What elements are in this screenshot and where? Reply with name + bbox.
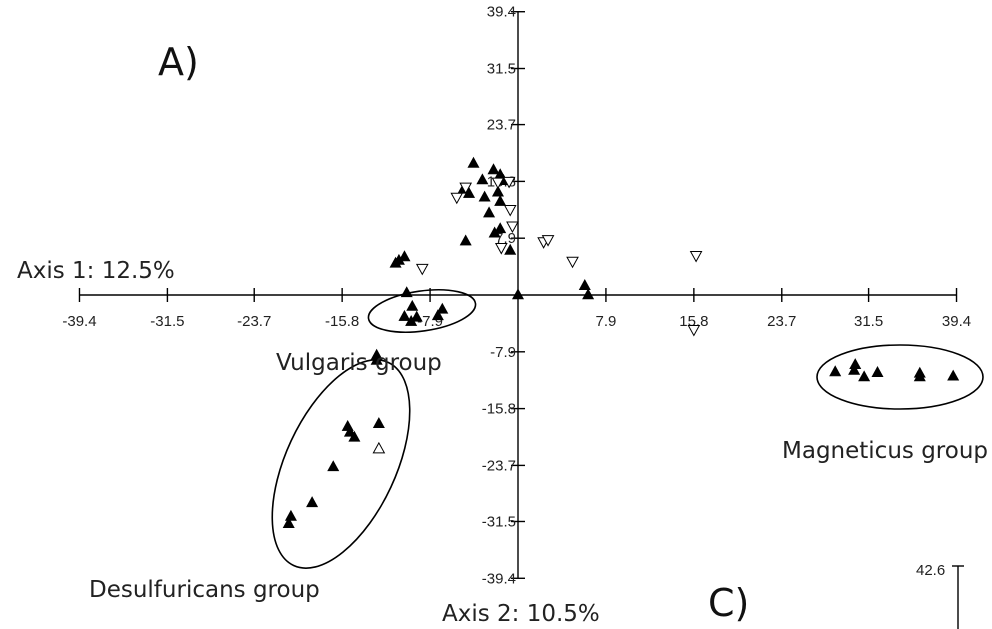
point-filled-triangle	[494, 194, 507, 206]
y-tick-label: 39.4	[487, 4, 516, 21]
point-open-triangle-down	[566, 256, 579, 269]
panel-label-c: C)	[708, 581, 749, 625]
data-points	[282, 156, 960, 528]
y-tick-label: 31.5	[487, 61, 516, 78]
group-label-vulgaris: Vulgaris group	[276, 350, 442, 376]
point-filled-triangle	[389, 256, 402, 268]
y-tick-label: -7.9	[490, 344, 516, 361]
point-filled-triangle	[431, 309, 444, 321]
y-tick-label: -23.7	[482, 457, 516, 474]
point-filled-triangle	[348, 430, 361, 442]
partial-panel-c-axis: 42.6	[916, 562, 964, 629]
point-filled-triangle	[858, 370, 871, 382]
x-tick-label: -31.5	[150, 313, 184, 330]
point-filled-triangle	[370, 353, 383, 365]
point-filled-triangle	[582, 288, 595, 300]
point-filled-triangle	[282, 517, 295, 528]
point-open-triangle-down	[415, 263, 429, 276]
point-filled-triangle	[487, 163, 500, 175]
y-axis-label: Axis 2: 10.5%	[442, 601, 600, 627]
group-label-desulfuricans: Desulfuricans group	[89, 577, 320, 603]
point-filled-triangle	[871, 366, 884, 377]
point-open-triangle-down	[494, 243, 508, 255]
point-open-triangle-down	[541, 235, 555, 247]
point-filled-triangle	[848, 363, 861, 375]
point-filled-triangle	[284, 509, 297, 521]
point-open-triangle-down	[459, 182, 473, 195]
point-filled-triangle	[405, 314, 418, 326]
y-tick-label: -31.5	[482, 513, 516, 530]
x-tick-label: 15.8	[679, 313, 708, 330]
x-tick-label: -15.8	[325, 313, 359, 330]
point-filled-triangle	[436, 302, 449, 314]
y-tick-label: -15.8	[482, 401, 516, 418]
panel-label-a: A)	[158, 40, 199, 84]
x-tick-label: 23.7	[767, 313, 796, 330]
point-open-triangle-down	[687, 325, 701, 337]
x-axis-label: Axis 1: 12.5%	[17, 258, 175, 284]
point-filled-triangle	[410, 310, 423, 322]
x-tick-label: -23.7	[237, 313, 271, 330]
point-open-triangle-down	[491, 177, 505, 190]
point-filled-triangle	[504, 243, 517, 255]
point-open-triangle-down	[502, 176, 516, 189]
point-filled-triangle	[372, 417, 385, 429]
x-tick-label: -39.4	[62, 313, 96, 330]
y-tick-label: -39.4	[482, 570, 516, 587]
point-filled-triangle	[511, 288, 525, 300]
point-filled-triangle	[398, 250, 411, 262]
point-filled-triangle	[913, 370, 926, 382]
point-filled-triangle	[327, 460, 340, 472]
panel-c-tick-label: 42.6	[916, 562, 945, 579]
point-open-triangle-up	[372, 441, 386, 454]
x-tick-label: 39.4	[942, 313, 971, 330]
x-tick-label: 7.9	[595, 313, 616, 330]
y-tick-label: 7.9	[495, 230, 516, 247]
desulfuricans-group-ellipse	[271, 359, 411, 569]
point-filled-triangle	[467, 156, 480, 168]
point-filled-triangle	[343, 425, 356, 437]
point-filled-triangle	[578, 279, 591, 290]
point-filled-triangle	[406, 299, 419, 311]
point-filled-triangle	[483, 206, 496, 218]
point-filled-triangle	[459, 234, 472, 246]
point-open-triangle-down	[503, 204, 517, 217]
point-filled-triangle	[491, 185, 504, 197]
vulgaris-group-ellipse	[367, 289, 477, 333]
point-filled-triangle	[398, 309, 411, 321]
x-tick-label: 31.5	[854, 313, 883, 330]
group-label-magneticus: Magneticus group	[782, 438, 988, 464]
group-ellipses	[271, 289, 984, 569]
point-filled-triangle	[947, 369, 960, 381]
point-open-triangle-down	[689, 250, 703, 263]
point-open-triangle-down	[506, 221, 519, 234]
point-filled-triangle	[476, 173, 489, 185]
point-filled-triangle	[306, 496, 319, 508]
magneticus-group-ellipse	[816, 344, 984, 410]
point-filled-triangle	[400, 286, 413, 298]
y-tick-label: 23.7	[487, 117, 516, 134]
point-filled-triangle	[829, 365, 842, 377]
point-open-triangle-down	[450, 192, 464, 205]
point-filled-triangle	[494, 222, 507, 234]
point-filled-triangle	[478, 190, 491, 202]
